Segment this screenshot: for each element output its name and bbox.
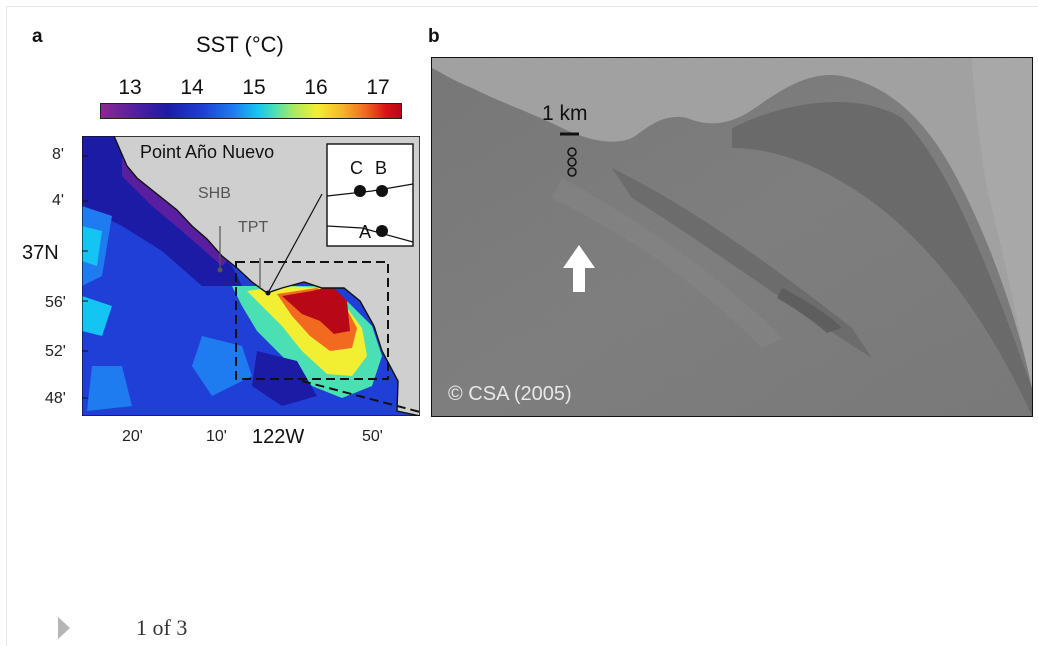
frame-border-top xyxy=(6,6,1038,7)
sst-map xyxy=(82,136,420,416)
colorbar-tick: 16 xyxy=(304,76,328,99)
y-tick: 52' xyxy=(45,343,66,360)
panel-b-label: b xyxy=(428,26,440,47)
inset-label-a: A xyxy=(359,222,372,242)
panel-a-label: a xyxy=(32,26,43,47)
slide-pager: 1 of 3 xyxy=(58,615,187,641)
colorbar-tick: 14 xyxy=(180,76,204,99)
image-credit: © CSA (2005) xyxy=(448,383,572,405)
colorbar-tick: 17 xyxy=(366,76,390,99)
sar-image xyxy=(431,57,1033,417)
x-tick: 10' xyxy=(206,428,227,445)
y-tick: 37N xyxy=(22,242,59,264)
colorbar-title: SST (°C) xyxy=(196,32,284,57)
x-tick: 50' xyxy=(362,428,383,445)
y-tick: 56' xyxy=(45,294,66,311)
inset-label-c: C xyxy=(350,158,363,178)
y-tick: 8' xyxy=(52,146,64,163)
frame-border-left xyxy=(6,6,7,646)
slide-counter: 1 of 3 xyxy=(136,615,188,640)
sst-colorbar xyxy=(100,103,402,119)
triangle-right-icon[interactable] xyxy=(58,617,70,639)
scale-label: 1 km xyxy=(542,102,588,125)
inset-label-b: B xyxy=(375,158,388,178)
y-tick: 4' xyxy=(52,192,64,209)
y-tick: 48' xyxy=(45,390,66,407)
place-label: Point Año Nuevo xyxy=(140,142,275,163)
x-tick: 122W xyxy=(252,426,305,448)
colorbar-tick: 13 xyxy=(118,76,142,99)
x-tick: 20' xyxy=(122,428,143,445)
colorbar-tick: 15 xyxy=(242,76,266,99)
station-label-shb: SHB xyxy=(198,185,231,202)
station-label-tpt: TPT xyxy=(238,219,269,236)
